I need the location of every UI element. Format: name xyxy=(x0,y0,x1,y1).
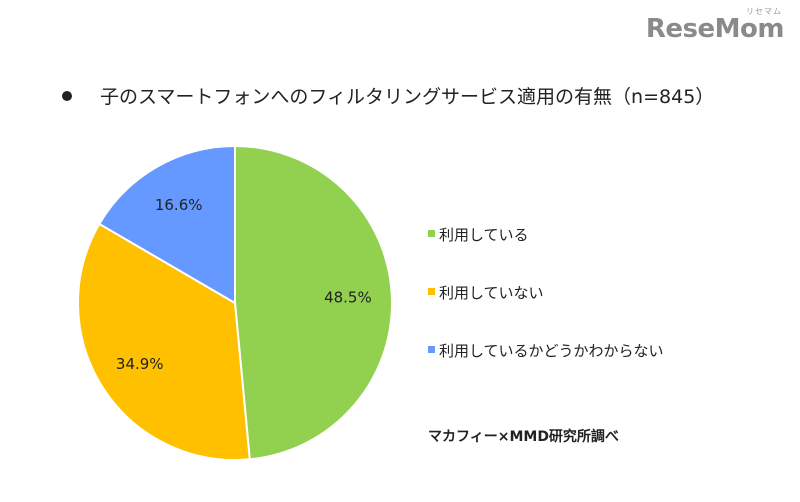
pie-label-unknown: 16.6% xyxy=(155,196,203,214)
legend-label-not-using: 利用していない xyxy=(439,284,544,302)
logo-ruby: リセマム xyxy=(746,7,782,16)
pie-label-using: 48.5% xyxy=(324,289,372,307)
legend-item-using: 利用している xyxy=(428,224,664,244)
chart-title-text: 子のスマートフォンへのフィルタリングサービス適用の有無（n=845） xyxy=(100,86,715,108)
legend-item-not-using: 利用していない xyxy=(428,282,664,302)
pie-labels: 48.5% 34.9% 16.6% xyxy=(116,196,372,373)
pie-slices xyxy=(77,144,393,461)
chart-legend: 利用している 利用していない 利用しているかどうかわからない xyxy=(428,224,664,398)
legend-swatch-not-using xyxy=(428,288,435,295)
pie-label-not-using: 34.9% xyxy=(116,355,164,373)
legend-label-unknown: 利用しているかどうかわからない xyxy=(439,342,664,360)
source-note: マカフィー×MMD研究所調べ xyxy=(428,429,619,445)
legend-swatch-using xyxy=(428,230,435,237)
pie-slice-using xyxy=(234,144,393,461)
pie-slice-unknown xyxy=(97,144,236,305)
chart-title: 子のスマートフォンへのフィルタリングサービス適用の有無（n=845） xyxy=(62,82,714,109)
legend-swatch-unknown xyxy=(428,346,435,353)
pie-slice-not-using xyxy=(77,222,251,461)
resemom-logo: ReseMom xyxy=(645,14,785,44)
title-bullet xyxy=(62,90,72,101)
legend-item-unknown: 利用しているかどうかわからない xyxy=(428,340,664,360)
legend-label-using: 利用している xyxy=(439,226,529,244)
